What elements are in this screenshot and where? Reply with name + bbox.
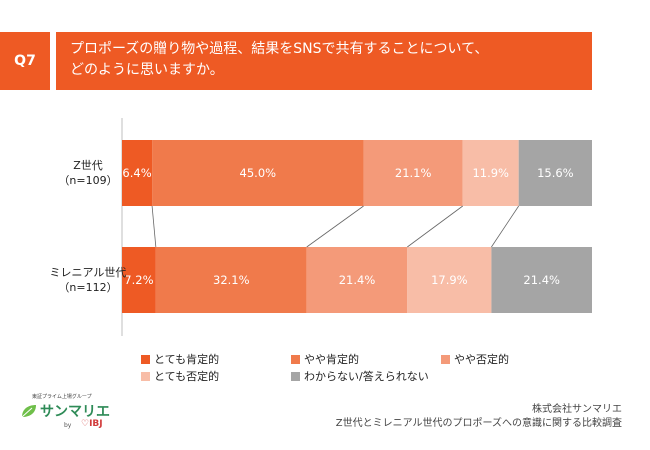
legend-label: とても否定的 xyxy=(154,370,220,383)
data-label: 15.6% xyxy=(537,166,574,180)
logo-name: サンマリエ xyxy=(40,404,110,420)
legend-item: やや肯定的 xyxy=(291,351,359,367)
source-note: 株式会社サンマリエ Z世代とミレニアル世代のプロポーズへの意識に関する比較調査 xyxy=(336,403,622,431)
legend-item: わからない/答えられない xyxy=(291,368,429,384)
bar-segment xyxy=(518,140,592,206)
legend-swatch xyxy=(291,371,300,381)
question-header: Q7 プロポーズの贈り物や過程、結果をSNSで共有することについて、 どのように… xyxy=(0,32,592,90)
data-label: 6.4% xyxy=(122,166,151,180)
bar-segment xyxy=(363,140,463,206)
legend-label: やや否定的 xyxy=(454,353,509,366)
legend-swatch xyxy=(141,354,150,364)
data-label: 45.0% xyxy=(240,166,277,180)
legend-swatch xyxy=(291,354,300,364)
bar-segment xyxy=(122,247,156,313)
logo-by: by xyxy=(64,422,72,429)
bar-segment xyxy=(155,247,307,313)
data-label: 21.4% xyxy=(339,273,376,287)
data-label: 7.2% xyxy=(124,273,153,287)
bar-segment xyxy=(152,140,364,206)
leaf-icon xyxy=(21,405,36,418)
legend-item: やや否定的 xyxy=(441,351,509,367)
data-label: 11.9% xyxy=(472,166,509,180)
data-label: 17.9% xyxy=(431,273,468,287)
bar-segment xyxy=(491,247,592,313)
bar-segment xyxy=(306,247,408,313)
connector-line xyxy=(407,205,463,248)
legend-item: とても肯定的 xyxy=(141,351,219,367)
logo-tagline: 東証プライム上場グループ xyxy=(32,394,92,400)
source-survey: Z世代とミレニアル世代のプロポーズへの意識に関する比較調査 xyxy=(335,418,622,429)
bar-segment xyxy=(462,140,519,206)
category-label-n: （n=109） xyxy=(58,174,117,187)
legend-label: わからない/答えられない xyxy=(304,370,429,383)
bar-segment xyxy=(407,247,492,313)
legend-item: とても否定的 xyxy=(141,368,219,384)
connector-line xyxy=(306,205,364,248)
question-line-1: プロポーズの贈り物や過程、結果をSNSで共有することについて、 xyxy=(70,41,489,57)
data-label: 21.4% xyxy=(523,273,560,287)
question-text: プロポーズの贈り物や過程、結果をSNSで共有することについて、 どのように思いま… xyxy=(56,32,592,90)
category-label: ミレニアル世代 xyxy=(50,266,127,279)
legend-swatch xyxy=(441,354,450,364)
legend-label: とても肯定的 xyxy=(154,353,220,366)
connector-line xyxy=(491,205,520,248)
data-label: 21.1% xyxy=(395,166,432,180)
legend-swatch xyxy=(141,371,150,381)
source-company: 株式会社サンマリエ xyxy=(532,404,622,415)
bar-segment xyxy=(122,140,153,206)
connector-line xyxy=(151,205,157,248)
legend-label: やや肯定的 xyxy=(304,353,359,366)
question-line-2: どのように思いますか。 xyxy=(70,62,224,78)
category-label: Z世代 xyxy=(73,159,103,172)
category-label-n: （n=112） xyxy=(58,281,117,294)
company-logo: 東証プライム上場グループ サンマリエ by ♡IBJ xyxy=(18,393,128,438)
data-label: 32.1% xyxy=(213,273,250,287)
logo-ibj: ♡IBJ xyxy=(81,419,103,429)
question-number: Q7 xyxy=(0,32,50,90)
